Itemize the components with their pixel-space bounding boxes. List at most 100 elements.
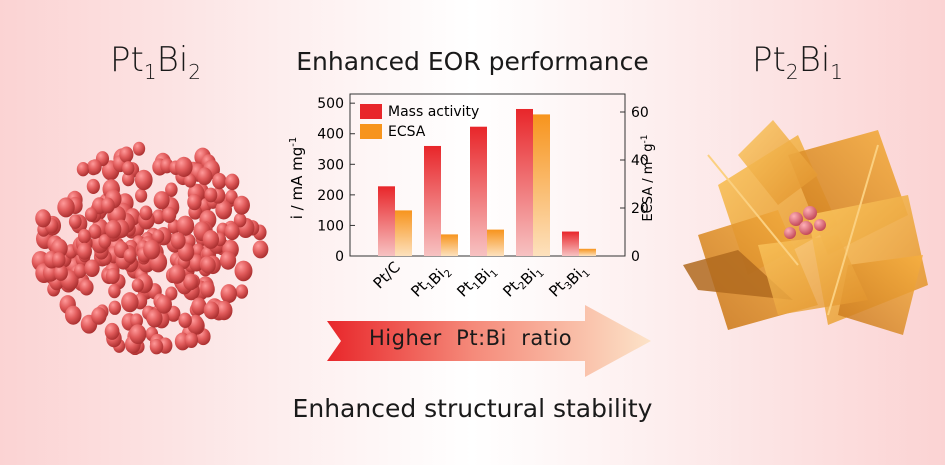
bar-ecsa [533, 114, 550, 257]
x-tick-label: Pt3Bi1 [545, 258, 592, 305]
atom-sphere [168, 264, 186, 284]
bar-chart: 0 100 200 300 400 500 0 20 40 60 Pt/C Pt1Bi2Pt1Bi… [288, 93, 656, 305]
x-tick-label-part: Pt/C [370, 258, 404, 292]
atom-sphere [184, 173, 197, 188]
x-tick-label-part: Pt [499, 277, 522, 300]
y-axis-left-label: i / mA mg-1 [288, 137, 306, 220]
pt2bi1-label: Pt2Bi1 [752, 40, 844, 84]
atom-sphere [233, 212, 247, 228]
atom-sphere [135, 188, 148, 203]
ratio-arrow [327, 305, 651, 377]
atom-sphere [187, 193, 202, 211]
x-tick-label: Pt1Bi1 [453, 258, 500, 305]
y-left-tick-label: 300 [317, 157, 344, 173]
legend-label-mass-activity: Mass activity [388, 104, 479, 120]
atom-sphere [175, 156, 193, 177]
atom-sphere [88, 224, 102, 239]
atom-sphere [119, 146, 134, 163]
atom-sphere [100, 197, 115, 214]
atom-sphere [51, 252, 66, 268]
legend-swatch-ecsa [360, 124, 382, 139]
atom-sphere [176, 215, 195, 236]
atom-sphere [215, 300, 233, 321]
atom-sphere [42, 263, 59, 282]
atom-sphere [121, 171, 135, 187]
atom-sphere [219, 251, 237, 270]
atom-sphere [129, 324, 147, 344]
pt2bi1-nanoparticle-image [683, 120, 928, 335]
atom-sphere [88, 159, 102, 175]
atom-sphere [79, 279, 94, 296]
y-left-tick-label: 400 [317, 127, 344, 143]
atom-sphere [134, 169, 153, 191]
y-left-tick-label: 500 [317, 96, 344, 112]
atom-sphere [35, 209, 52, 228]
atom-sphere [233, 195, 250, 215]
atom-sphere [203, 301, 220, 320]
atom-sphere [121, 292, 139, 313]
y-right-tick-label: 20 [631, 201, 649, 217]
atom-sphere [91, 307, 107, 325]
arrow-label: Higher Pt:Bi ratio [369, 326, 573, 350]
bar-mass-activity [470, 126, 487, 256]
y-right-tick-label: 40 [631, 153, 649, 169]
y-axis-right-label: ECSA / m2 g-1 [640, 134, 656, 221]
atom-sphere [170, 232, 186, 250]
bar-ecsa [579, 248, 596, 256]
atom-sphere [225, 173, 240, 191]
atom-sphere [215, 200, 233, 220]
atom-sphere [143, 239, 161, 260]
x-tick-label: Pt2Bi1 [499, 258, 546, 305]
x-tick-label-part: Pt [453, 277, 476, 300]
atom-sphere [105, 267, 120, 284]
atom-sphere [149, 338, 164, 355]
atom-sphere [188, 254, 204, 272]
bar-ecsa [395, 210, 412, 256]
bar-ecsa [487, 229, 504, 256]
atom-sphere [204, 187, 218, 203]
atom-sphere [220, 284, 238, 304]
atom-sphere [84, 259, 100, 278]
atom-sphere [53, 264, 68, 281]
atom-sphere [212, 172, 227, 190]
atom-sphere [235, 284, 249, 299]
atom-sphere [64, 305, 82, 325]
pt1bi2-nanoparticle-image [31, 141, 269, 356]
atom-sphere [252, 240, 269, 259]
atom-sphere [200, 256, 216, 274]
y-left-tick-label: 200 [317, 188, 344, 204]
atom-sphere [98, 234, 112, 249]
x-tick-label: Pt1Bi2 [407, 258, 454, 305]
atom-sphere [162, 206, 177, 224]
atom-sphere [184, 332, 199, 349]
headline-enhanced-eor: Enhanced EOR performance [296, 47, 649, 76]
atom-sphere [196, 167, 213, 186]
y-left-tick-label: 100 [317, 218, 344, 234]
x-tick-label: Pt/C [370, 258, 404, 292]
legend-label-ecsa: ECSA [388, 124, 426, 140]
x-tick-label-part: Pt [407, 277, 430, 300]
atom-sphere [191, 297, 207, 316]
bar-mass-activity [516, 108, 533, 256]
atom-sphere [123, 248, 137, 263]
y-right-tick-label: 0 [631, 249, 640, 265]
atom-sphere [178, 312, 192, 329]
atom-sphere [202, 230, 220, 249]
atom-sphere [130, 313, 144, 329]
bar-ecsa [441, 234, 458, 256]
atom-sphere [165, 182, 178, 197]
y-left-tick-label: 0 [335, 249, 344, 265]
atom-sphere [108, 300, 122, 315]
atom-sphere [68, 214, 82, 229]
atom-sphere [155, 295, 172, 314]
x-tick-label-part: Pt [545, 277, 568, 300]
atom-sphere [152, 209, 166, 225]
bar-mass-activity [378, 186, 395, 256]
y-right-tick-label: 60 [631, 105, 649, 121]
atom-sphere [108, 283, 121, 299]
headline-structural-stability: Enhanced structural stability [292, 394, 653, 423]
atom-sphere [153, 191, 170, 210]
atom-sphere [77, 228, 91, 244]
atom-sphere [77, 242, 92, 260]
bar-mass-activity [562, 231, 579, 256]
